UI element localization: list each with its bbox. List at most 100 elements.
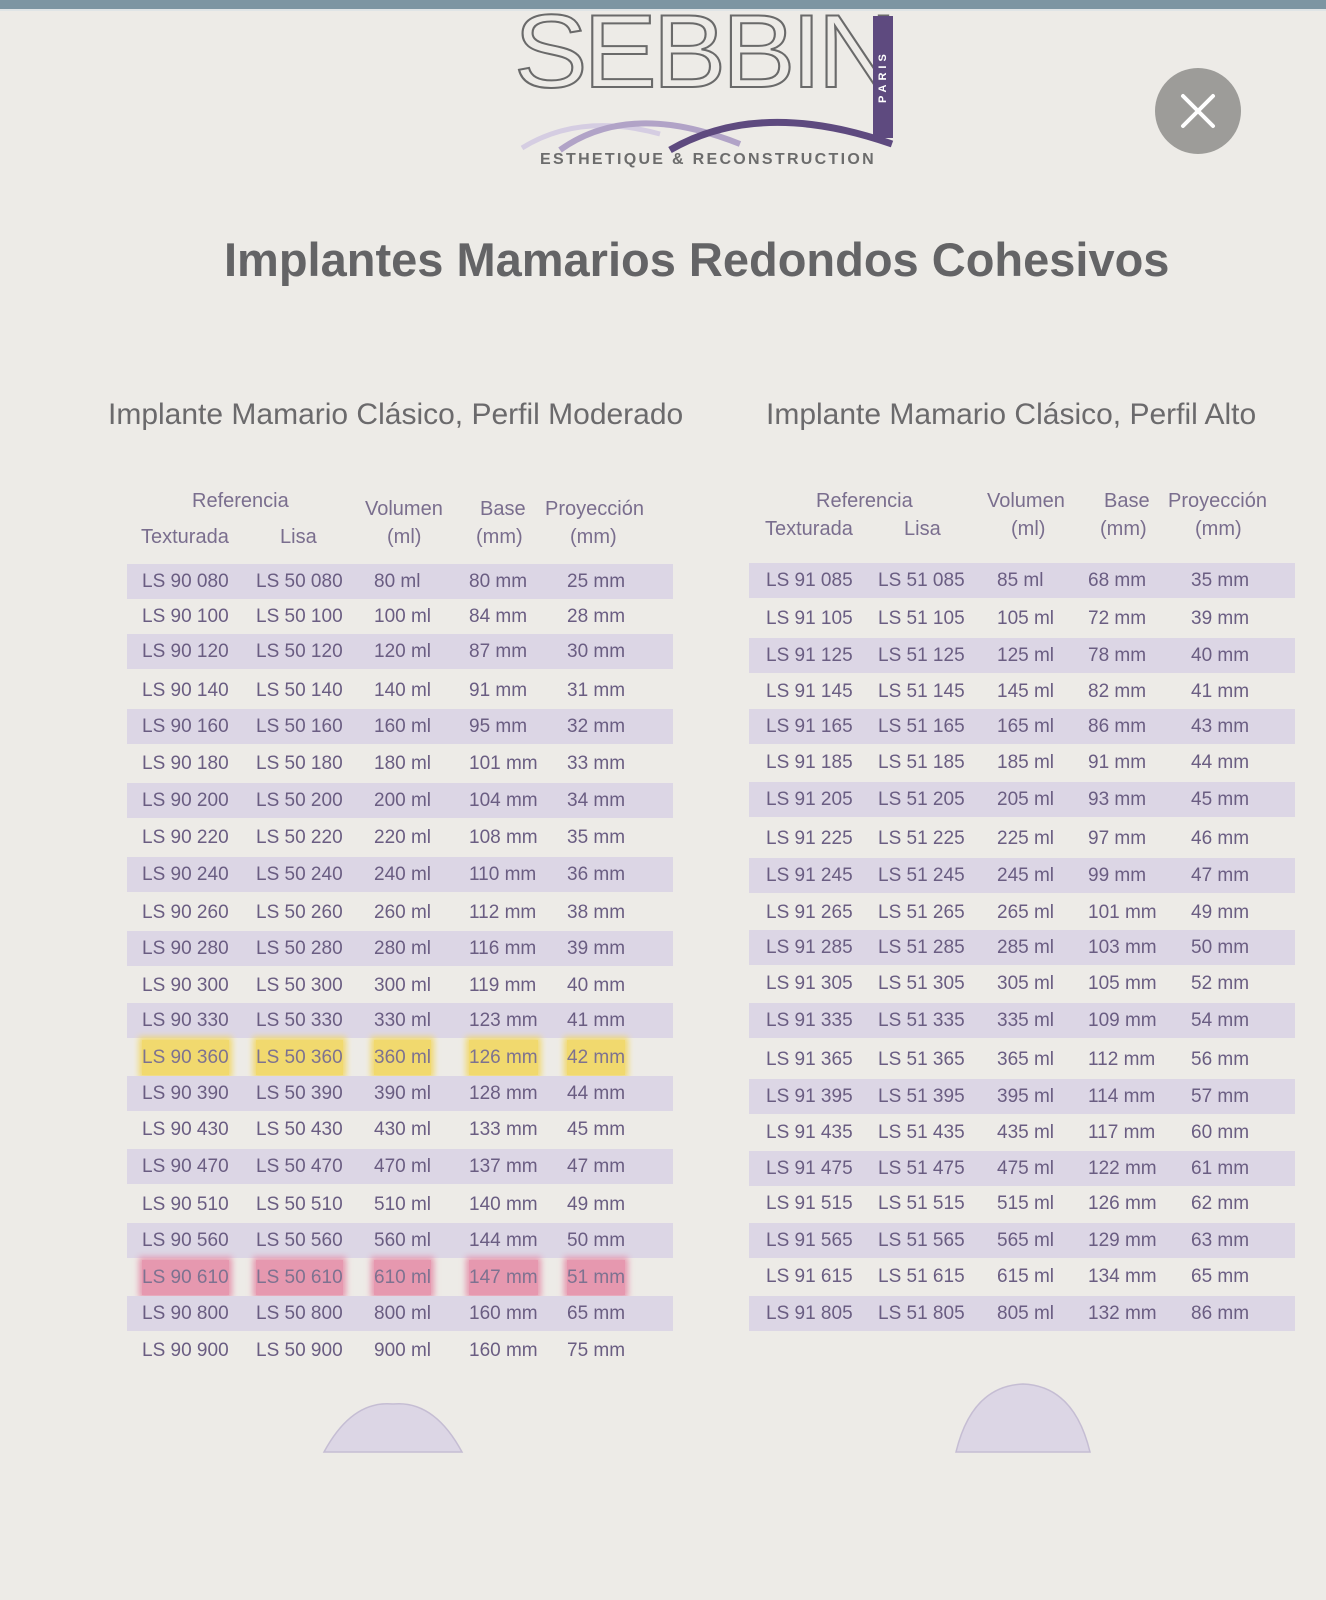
cell-smooth: LS 51 515 xyxy=(878,1193,965,1214)
header-projection: Proyección xyxy=(1168,490,1267,512)
table-row: LS 91 435 LS 51 435 435 ml 117 mm 60 mm xyxy=(749,1115,1295,1150)
cell-textured: LS 90 470 xyxy=(142,1156,229,1177)
cell-volume: 900 ml xyxy=(374,1340,432,1361)
cell-textured: LS 90 080 xyxy=(142,571,229,592)
cell-volume: 285 ml xyxy=(997,937,1055,958)
cell-smooth: LS 50 240 xyxy=(256,864,343,885)
cell-base: 126 mm xyxy=(469,1040,538,1075)
cell-smooth: LS 51 105 xyxy=(878,608,965,629)
cell-textured: LS 91 305 xyxy=(766,973,853,994)
table-row: LS 91 185 LS 51 185 185 ml 91 mm 44 mm xyxy=(749,745,1295,780)
cell-base: 147 mm xyxy=(469,1260,538,1295)
close-button[interactable] xyxy=(1155,68,1241,154)
cell-textured: LS 91 185 xyxy=(766,752,853,773)
cell-projection: 28 mm xyxy=(567,606,626,627)
cell-smooth: LS 51 245 xyxy=(878,865,965,886)
cell-smooth: LS 50 360 xyxy=(256,1040,343,1075)
cell-projection: 41 mm xyxy=(1191,681,1250,702)
cell-base: 80 mm xyxy=(469,571,528,592)
cell-projection: 51 mm xyxy=(567,1260,626,1295)
cell-smooth: LS 50 800 xyxy=(256,1303,343,1324)
cell-base: 91 mm xyxy=(1088,752,1147,773)
cell-textured: LS 90 240 xyxy=(142,864,229,885)
cell-base: 112 mm xyxy=(469,902,537,923)
cell-smooth: LS 51 335 xyxy=(878,1010,965,1031)
table-row: LS 90 120 LS 50 120 120 ml 87 mm 30 mm xyxy=(127,634,673,669)
cell-projection: 38 mm xyxy=(567,902,626,923)
cell-base: 93 mm xyxy=(1088,789,1147,810)
header-projection-unit: (mm) xyxy=(570,526,617,548)
cell-volume: 185 ml xyxy=(997,752,1055,773)
cell-projection: 54 mm xyxy=(1191,1010,1250,1031)
cell-projection: 63 mm xyxy=(1191,1230,1250,1251)
cell-volume: 395 ml xyxy=(997,1086,1055,1107)
brand-logo: SEBBIN PARIS ESTHETIQUE & RECONSTRUCTION xyxy=(513,0,920,174)
cell-smooth: LS 51 285 xyxy=(878,937,965,958)
cell-textured: LS 90 180 xyxy=(142,753,229,774)
cell-projection: 50 mm xyxy=(567,1230,626,1251)
header-base: Base xyxy=(480,498,526,520)
header-smooth: Lisa xyxy=(904,518,941,540)
cell-projection: 45 mm xyxy=(1191,789,1250,810)
table-row: LS 91 305 LS 51 305 305 ml 105 mm 52 mm xyxy=(749,966,1295,1001)
table-row: LS 90 610 LS 50 610 610 ml 147 mm 51 mm xyxy=(127,1260,673,1295)
header-projection: Proyección xyxy=(545,498,644,520)
brand-tagline: ESTHETIQUE & RECONSTRUCTION xyxy=(540,151,876,168)
cell-volume: 615 ml xyxy=(997,1266,1055,1287)
cell-projection: 40 mm xyxy=(567,975,626,996)
cell-base: 91 mm xyxy=(469,680,528,701)
cell-smooth: LS 50 280 xyxy=(256,938,343,959)
cell-volume: 145 ml xyxy=(997,681,1055,702)
cell-textured: LS 91 395 xyxy=(766,1086,853,1107)
cell-projection: 50 mm xyxy=(1191,937,1250,958)
cell-base: 105 mm xyxy=(1088,973,1157,994)
cell-smooth: LS 50 120 xyxy=(256,641,343,662)
cell-base: 84 mm xyxy=(469,606,528,627)
cell-base: 101 mm xyxy=(1088,902,1157,923)
cell-projection: 32 mm xyxy=(567,716,626,737)
table-row: LS 90 100 LS 50 100 100 ml 84 mm 28 mm xyxy=(127,599,673,634)
cell-volume: 560 ml xyxy=(374,1230,432,1251)
header-base: Base xyxy=(1104,490,1150,512)
cell-base: 123 mm xyxy=(469,1010,538,1031)
cell-base: 122 mm xyxy=(1088,1158,1157,1179)
table-row: LS 91 205 LS 51 205 205 ml 93 mm 45 mm xyxy=(749,782,1295,817)
close-icon xyxy=(1181,94,1215,128)
table-row: LS 90 280 LS 50 280 280 ml 116 mm 39 mm xyxy=(127,931,673,966)
cell-smooth: LS 50 220 xyxy=(256,827,343,848)
header-textured: Texturada xyxy=(765,518,853,540)
cell-textured: LS 91 285 xyxy=(766,937,853,958)
table-row: LS 90 900 LS 50 900 900 ml 160 mm 75 mm xyxy=(127,1333,673,1368)
cell-base: 119 mm xyxy=(469,975,537,996)
cell-base: 99 mm xyxy=(1088,865,1147,886)
cell-textured: LS 90 610 xyxy=(142,1260,229,1295)
table-row: LS 90 260 LS 50 260 260 ml 112 mm 38 mm xyxy=(127,895,673,930)
cell-volume: 390 ml xyxy=(374,1083,432,1104)
cell-textured: LS 91 615 xyxy=(766,1266,853,1287)
table-row: LS 90 220 LS 50 220 220 ml 108 mm 35 mm xyxy=(127,820,673,855)
cell-projection: 35 mm xyxy=(567,827,626,848)
cell-textured: LS 91 435 xyxy=(766,1122,853,1143)
cell-projection: 40 mm xyxy=(1191,645,1250,666)
cell-projection: 33 mm xyxy=(567,753,626,774)
cell-projection: 34 mm xyxy=(567,790,626,811)
cell-base: 97 mm xyxy=(1088,828,1147,849)
status-bar-divider xyxy=(0,9,1326,11)
cell-base: 132 mm xyxy=(1088,1303,1157,1324)
table-row: LS 90 330 LS 50 330 330 ml 123 mm 41 mm xyxy=(127,1003,673,1038)
cell-projection: 65 mm xyxy=(1191,1266,1250,1287)
cell-volume: 300 ml xyxy=(374,975,432,996)
table-row: LS 90 180 LS 50 180 180 ml 101 mm 33 mm xyxy=(127,746,673,781)
table-row: LS 90 140 LS 50 140 140 ml 91 mm 31 mm xyxy=(127,673,673,708)
header-projection-unit: (mm) xyxy=(1195,518,1242,540)
table-row: LS 91 165 LS 51 165 165 ml 86 mm 43 mm xyxy=(749,709,1295,744)
cell-smooth: LS 50 430 xyxy=(256,1119,343,1140)
cell-smooth: LS 50 140 xyxy=(256,680,343,701)
cell-smooth: LS 51 475 xyxy=(878,1158,965,1179)
cell-projection: 30 mm xyxy=(567,641,626,662)
cell-projection: 49 mm xyxy=(567,1194,626,1215)
cell-smooth: LS 50 080 xyxy=(256,571,343,592)
cell-textured: LS 91 365 xyxy=(766,1049,853,1070)
header-reference: Referencia xyxy=(816,490,913,512)
cell-smooth: LS 51 225 xyxy=(878,828,965,849)
